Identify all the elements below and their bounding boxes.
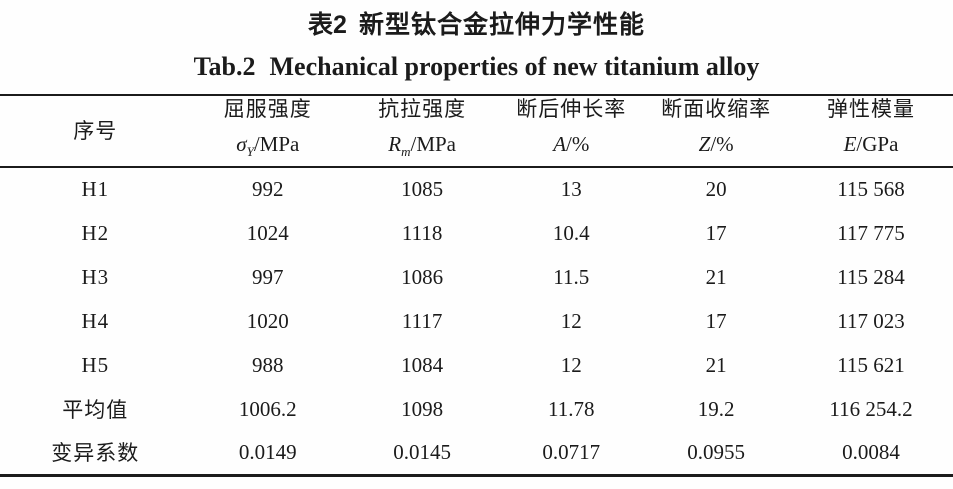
cell-value: 0.0955 <box>687 439 745 464</box>
col-name: 弹性模量 <box>827 97 916 122</box>
cell-value: 997 <box>252 264 284 289</box>
row-label: H1 <box>81 177 110 201</box>
table-row: H5 988 1084 12 21 115 621 <box>0 343 953 387</box>
col-symbol: Z/% <box>698 132 734 157</box>
col-header-serial: 序号 <box>0 95 191 167</box>
cell-value: 0.0149 <box>238 439 297 464</box>
row-label: 平均值 <box>62 398 129 422</box>
cell-value: 19.2 <box>697 396 735 421</box>
col-name: 屈服强度 <box>223 97 312 122</box>
table-row: H3 997 1086 11.5 21 115 284 <box>0 255 953 299</box>
cell-value: 1006.2 <box>238 396 297 421</box>
caption-chinese: 表2 新型钛合金拉伸力学性能 <box>0 5 953 41</box>
table-row: H4 1020 1117 12 17 117 023 <box>0 299 953 343</box>
cell-value: 10.4 <box>552 220 590 245</box>
col-symbol: Rm/MPa <box>388 132 457 160</box>
col-symbol: σY/MPa <box>236 132 300 160</box>
cell-value: 1024 <box>246 220 289 245</box>
cell-value: 1098 <box>401 396 444 421</box>
col-header-yield-strength: 屈服强度 σY/MPa <box>191 95 345 167</box>
row-label: H2 <box>81 220 110 245</box>
caption-english-label: Tab.2 <box>193 52 256 81</box>
col-symbol: A/% <box>553 132 590 157</box>
cell-value: 20 <box>705 177 727 201</box>
table-row: H1 992 1085 13 20 115 568 <box>0 167 953 211</box>
properties-table: 序号 屈服强度 σY/MPa 抗拉强度 Rm/MPa <box>0 94 953 477</box>
cell-value: 0.0717 <box>542 439 601 464</box>
col-header-reduction-of-area: 断面收缩率 Z/% <box>643 95 789 167</box>
cell-value: 21 <box>705 352 727 377</box>
col-name: 断面收缩率 <box>661 97 772 122</box>
table-caption: 表2 新型钛合金拉伸力学性能 Tab.2 Mechanical properties… <box>0 5 953 82</box>
cell-value: 1086 <box>401 264 444 289</box>
row-label: H4 <box>81 308 110 333</box>
cell-value: 17 <box>705 308 727 333</box>
cell-value: 11.78 <box>548 396 595 421</box>
col-symbol: E/GPa <box>843 132 899 157</box>
col-name: 抗拉强度 <box>378 97 467 122</box>
table-body: H1 992 1085 13 20 115 568 H2 1024 1118 10.4 17 117 … <box>0 167 953 475</box>
caption-chinese-label: 表2 <box>308 11 347 39</box>
cell-value: 21 <box>705 264 727 289</box>
table-row: 变异系数 0.0149 0.0145 0.0717 0.0955 0.0084 <box>0 431 953 475</box>
cell-value: 115 621 <box>837 352 905 377</box>
cell-value: 11.5 <box>553 264 590 289</box>
cell-value: 1085 <box>401 177 444 201</box>
col-name: 断后伸长率 <box>516 97 627 122</box>
cell-value: 0.0145 <box>393 439 452 464</box>
cell-value: 992 <box>252 177 284 201</box>
col-header-elastic-modulus: 弹性模量 E/GPa <box>789 95 953 167</box>
caption-english-text: Mechanical properties of new titanium al… <box>269 52 760 81</box>
cell-value: 116 254.2 <box>829 396 913 421</box>
cell-value: 115 568 <box>837 177 905 201</box>
caption-chinese-text: 新型钛合金拉伸力学性能 <box>358 11 645 39</box>
cell-value: 1117 <box>401 308 443 333</box>
col-name: 序号 <box>73 119 118 143</box>
cell-value: 13 <box>560 177 582 201</box>
cell-value: 115 284 <box>837 264 905 289</box>
row-label: H3 <box>81 264 110 289</box>
row-label: H5 <box>81 352 110 377</box>
cell-value: 988 <box>252 352 284 377</box>
cell-value: 0.0084 <box>842 439 900 464</box>
cell-value: 117 023 <box>837 308 905 333</box>
cell-value: 12 <box>560 308 582 333</box>
col-header-elongation: 断后伸长率 A/% <box>499 95 643 167</box>
cell-value: 1084 <box>401 352 444 377</box>
cell-value: 17 <box>705 220 727 245</box>
cell-value: 1118 <box>401 220 443 245</box>
table-row: H2 1024 1118 10.4 17 117 775 <box>0 211 953 255</box>
header-row: 序号 屈服强度 σY/MPa 抗拉强度 Rm/MPa <box>0 95 953 167</box>
cell-value: 1020 <box>246 308 289 333</box>
col-header-tensile-strength: 抗拉强度 Rm/MPa <box>345 95 499 167</box>
row-label: 变异系数 <box>51 441 140 466</box>
caption-english: Tab.2 Mechanical properties of new titani… <box>0 52 953 82</box>
cell-value: 12 <box>560 352 582 377</box>
cell-value: 117 775 <box>837 220 905 245</box>
table-row: 平均值 1006.2 1098 11.78 19.2 116 254.2 <box>0 387 953 431</box>
